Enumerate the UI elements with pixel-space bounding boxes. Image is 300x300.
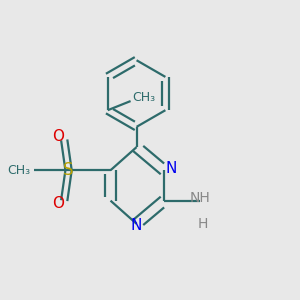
Text: N: N [131, 218, 142, 233]
Text: CH₃: CH₃ [7, 164, 30, 177]
Text: H: H [198, 217, 208, 231]
Text: CH₃: CH₃ [132, 91, 155, 104]
Text: O: O [52, 196, 64, 211]
Text: NH: NH [190, 191, 211, 205]
Text: S: S [63, 161, 74, 179]
Text: N: N [166, 161, 177, 176]
Text: O: O [52, 130, 64, 145]
